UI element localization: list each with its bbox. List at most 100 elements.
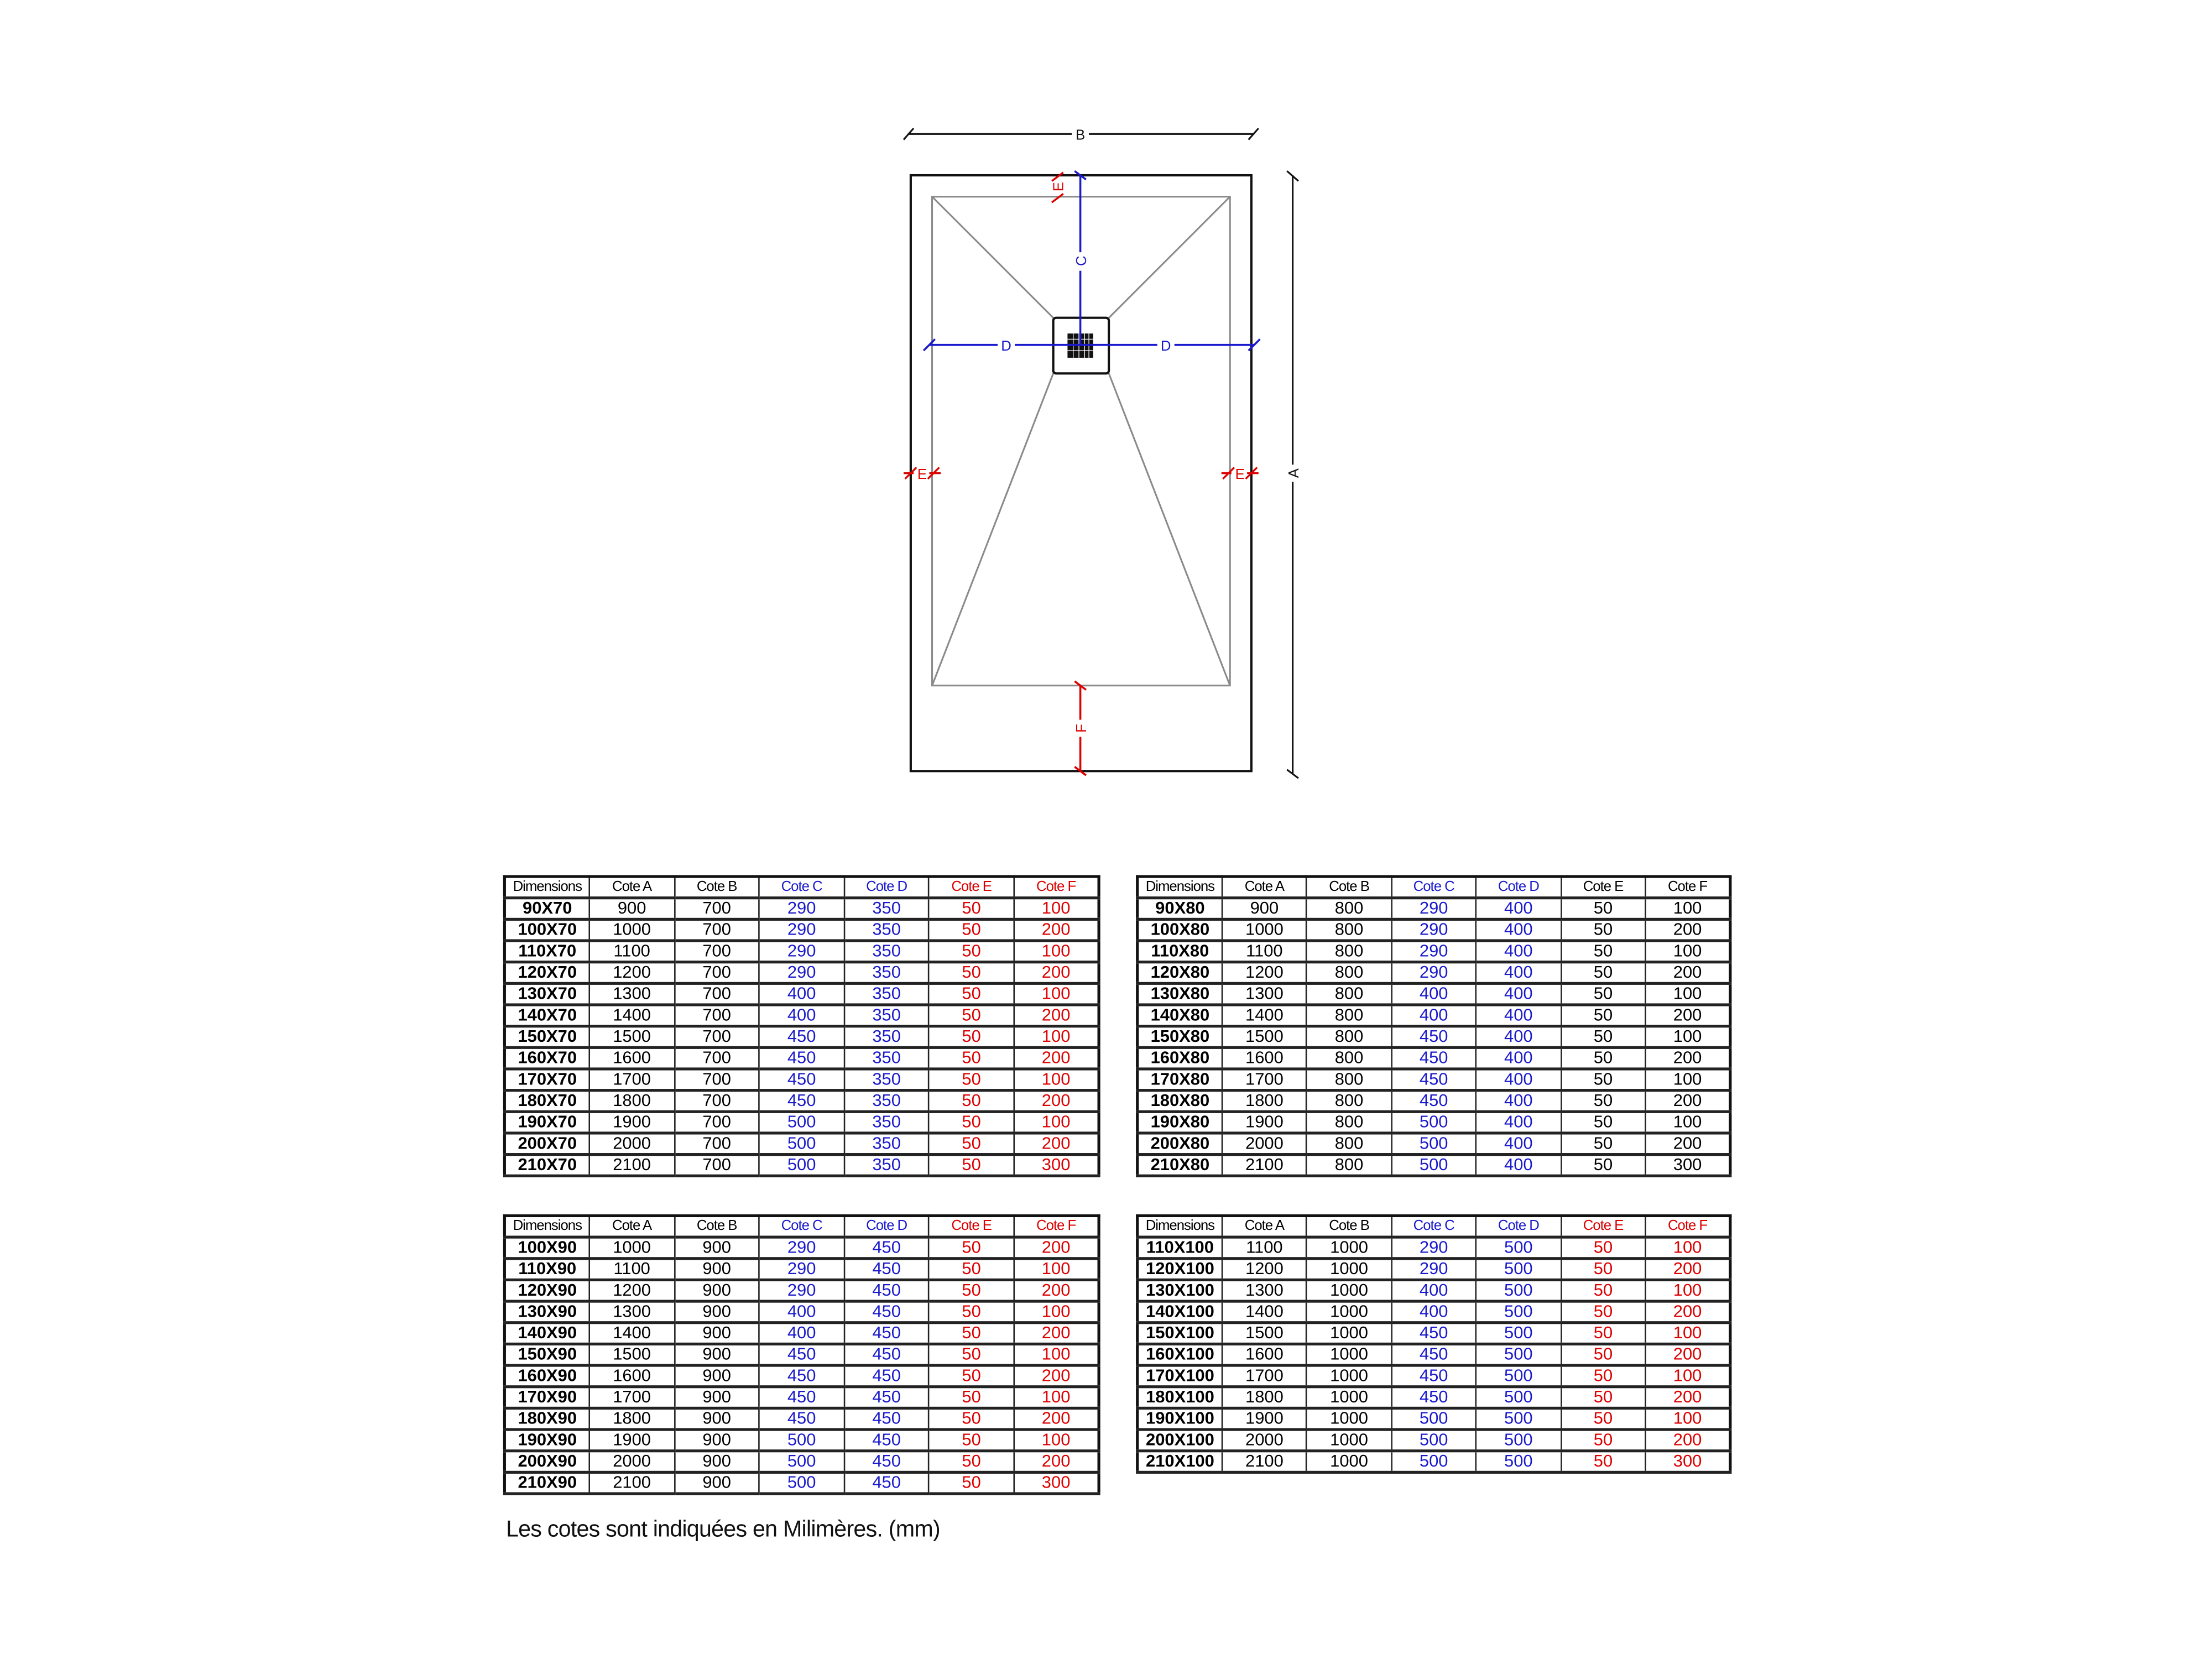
value-cell: 50: [1560, 897, 1646, 921]
column-header: Cote C: [1390, 875, 1477, 900]
value-cell: 50: [928, 1258, 1015, 1281]
value-cell: 300: [1013, 1472, 1100, 1495]
value-cell: 200: [1013, 1279, 1100, 1303]
value-cell: 800: [1306, 940, 1392, 964]
value-cell: 1400: [1221, 1300, 1308, 1324]
value-cell: 200: [1013, 1004, 1100, 1028]
table-row: 120X100 1200 1000 290 500 50 200: [1136, 1258, 1731, 1281]
value-cell: 2100: [1221, 1450, 1308, 1474]
value-cell: 1900: [1221, 1407, 1308, 1431]
value-cell: 1700: [588, 1386, 675, 1410]
value-cell: 50: [928, 1472, 1015, 1495]
dimension-cell: 180X80: [1136, 1089, 1223, 1113]
value-cell: 100: [1645, 1111, 1731, 1135]
value-cell: 900: [674, 1472, 760, 1495]
value-cell: 800: [1306, 1025, 1392, 1049]
value-cell: 50: [1560, 1132, 1646, 1156]
value-cell: 400: [1475, 1047, 1562, 1071]
table-row: 130X100 1300 1000 400 500 50 100: [1136, 1279, 1731, 1303]
column-header: Cote F: [1013, 1215, 1100, 1239]
dimension-cell: 160X80: [1136, 1047, 1223, 1071]
value-cell: 450: [1390, 1047, 1477, 1071]
value-cell: 400: [1390, 1279, 1477, 1303]
value-cell: 50: [1560, 919, 1646, 942]
dimension-cell: 100X70: [504, 919, 591, 942]
value-cell: 200: [1013, 1322, 1100, 1345]
table-row: 210X90 2100 900 500 450 50 300: [504, 1472, 1100, 1495]
column-header: Cote E: [1560, 875, 1646, 900]
value-cell: 500: [1390, 1450, 1477, 1474]
value-cell: 50: [1560, 940, 1646, 964]
dimension-cell: 110X90: [504, 1258, 591, 1281]
value-cell: 2100: [588, 1472, 675, 1495]
value-cell: 900: [674, 1236, 760, 1260]
value-cell: 450: [1390, 1089, 1477, 1113]
column-header: Cote F: [1645, 1215, 1731, 1239]
dimensions-table-90: Dimensions Cote A Cote B Cote C Cote D Cote E…: [503, 1214, 1100, 1495]
table-row: 200X90 2000 900 500 450 50 200: [504, 1450, 1100, 1474]
value-cell: 1700: [1221, 1364, 1308, 1389]
value-cell: 350: [843, 961, 930, 985]
value-cell: 400: [758, 983, 845, 1006]
value-cell: 50: [1560, 1322, 1646, 1345]
table-row: 90X70 900 700 290 350 50 100: [504, 897, 1100, 921]
value-cell: 2000: [588, 1132, 675, 1156]
value-cell: 50: [928, 940, 1015, 964]
value-cell: 500: [1475, 1300, 1562, 1324]
dimension-cell: 140X80: [1136, 1004, 1223, 1028]
column-header: Cote F: [1645, 875, 1731, 900]
value-cell: 500: [1475, 1322, 1562, 1345]
dimension-cell: 190X70: [504, 1111, 591, 1135]
value-cell: 1000: [588, 919, 675, 942]
table-row: 100X80 1000 800 290 400 50 200: [1136, 919, 1731, 942]
dimension-cell: 200X70: [504, 1132, 591, 1156]
value-cell: 1000: [1306, 1407, 1392, 1431]
value-cell: 50: [928, 1364, 1015, 1389]
dimension-cell: 120X70: [504, 961, 591, 985]
value-cell: 100: [1645, 1322, 1731, 1345]
value-cell: 400: [1390, 1300, 1477, 1324]
table-row: 180X100 1800 1000 450 500 50 200: [1136, 1386, 1731, 1410]
dimension-cell: 170X80: [1136, 1068, 1223, 1092]
table-row: 150X80 1500 800 450 400 50 100: [1136, 1025, 1731, 1049]
table-row: 190X100 1900 1000 500 500 50 100: [1136, 1407, 1731, 1431]
value-cell: 1000: [1306, 1428, 1392, 1453]
column-header: Cote C: [758, 875, 845, 900]
value-cell: 450: [843, 1258, 930, 1281]
value-cell: 700: [674, 1004, 760, 1028]
value-cell: 450: [1390, 1364, 1477, 1389]
table-row: 210X70 2100 700 500 350 50 300: [504, 1154, 1100, 1177]
value-cell: 500: [1475, 1364, 1562, 1389]
value-cell: 400: [758, 1322, 845, 1345]
shower-tray-drawing: B C D D: [902, 128, 1302, 779]
value-cell: 350: [843, 1068, 930, 1092]
dimensions-table-70: Dimensions Cote A Cote B Cote C Cote D Cote E…: [503, 875, 1100, 1177]
value-cell: 50: [928, 1004, 1015, 1028]
value-cell: 1500: [588, 1025, 675, 1049]
dimension-cell: 120X80: [1136, 961, 1223, 985]
value-cell: 350: [843, 1132, 930, 1156]
value-cell: 900: [674, 1428, 760, 1453]
column-header: Cote E: [1560, 1215, 1646, 1239]
value-cell: 1400: [588, 1322, 675, 1345]
value-cell: 800: [1306, 1132, 1392, 1156]
tray-inner-surface: [931, 196, 1231, 687]
value-cell: 50: [928, 1154, 1015, 1177]
value-cell: 400: [1475, 897, 1562, 921]
dimension-cell: 180X90: [504, 1407, 591, 1431]
value-cell: 450: [758, 1386, 845, 1410]
table-row: 140X70 1400 700 400 350 50 200: [504, 1004, 1100, 1028]
value-cell: 400: [1475, 1068, 1562, 1092]
value-cell: 500: [758, 1450, 845, 1474]
value-cell: 350: [843, 1004, 930, 1028]
value-cell: 290: [1390, 1236, 1477, 1260]
dimension-d: [922, 338, 1261, 352]
value-cell: 50: [1560, 1089, 1646, 1113]
label-a: A: [1286, 468, 1302, 478]
table-row: 160X80 1600 800 450 400 50 200: [1136, 1047, 1731, 1071]
value-cell: 290: [758, 1279, 845, 1303]
value-cell: 450: [1390, 1386, 1477, 1410]
value-cell: 800: [1306, 1068, 1392, 1092]
dimension-cell: 130X100: [1136, 1279, 1223, 1303]
dimension-cell: 190X90: [504, 1428, 591, 1453]
